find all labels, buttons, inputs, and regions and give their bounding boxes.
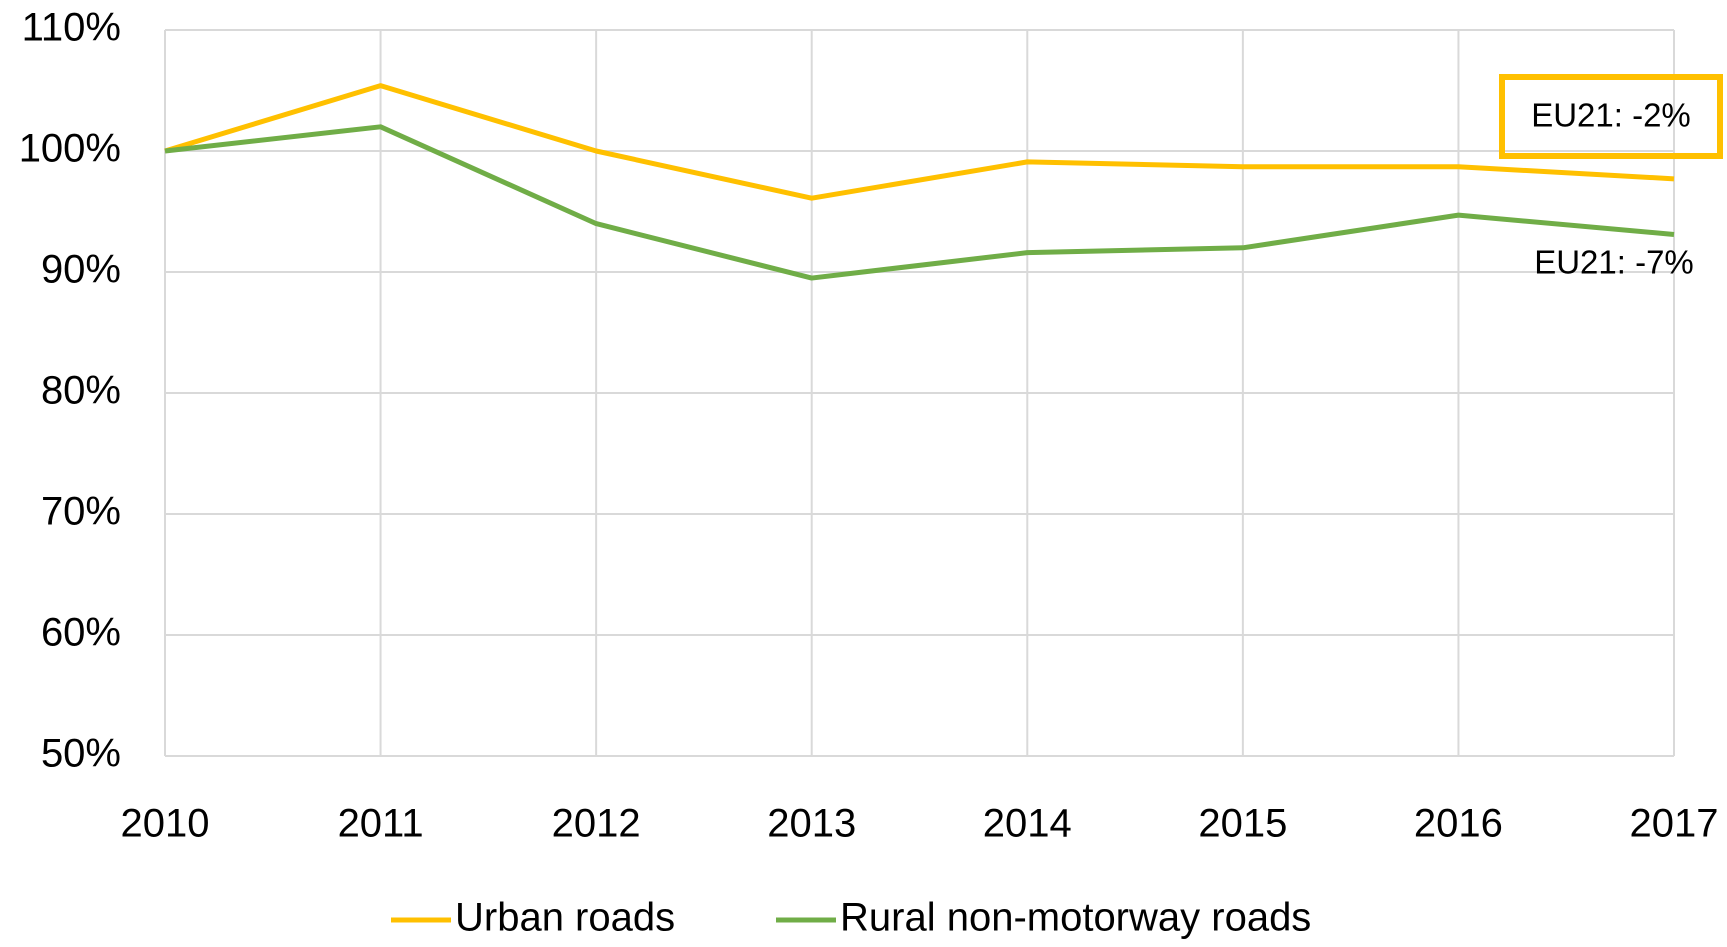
annotation: EU21: -2% — [1531, 97, 1691, 134]
x-tick-label: 2015 — [1198, 802, 1287, 846]
y-tick-label: 90% — [41, 248, 121, 292]
series-line — [164, 83, 1675, 201]
annotation-box — [1499, 74, 1723, 159]
x-tick-label: 2014 — [983, 802, 1072, 846]
y-tick-label: 50% — [41, 732, 121, 776]
annotation: EU21: -7% — [1534, 244, 1694, 281]
x-tick-label: 2012 — [552, 802, 641, 846]
legend-label: Rural non-motorway roads — [840, 896, 1311, 940]
x-tick-label: 2016 — [1414, 802, 1503, 846]
y-tick-label: 60% — [41, 611, 121, 655]
x-tick-label: 2011 — [338, 802, 424, 846]
y-tick-label: 70% — [41, 490, 121, 534]
x-tick-label: 2013 — [767, 802, 856, 846]
series-line — [164, 124, 1675, 281]
plot: 50% 60% 70% 80% 90% 100% 110% 2010 2011 2012 2013 2… — [19, 6, 1719, 940]
x-tick-label: 2010 — [121, 802, 210, 846]
legend-label: Urban roads — [455, 896, 675, 940]
y-tick-label: 80% — [41, 369, 121, 413]
y-tick-label: 110% — [22, 6, 121, 50]
x-tick-label: 2017 — [1630, 802, 1719, 846]
y-tick-label: 100% — [19, 127, 121, 171]
